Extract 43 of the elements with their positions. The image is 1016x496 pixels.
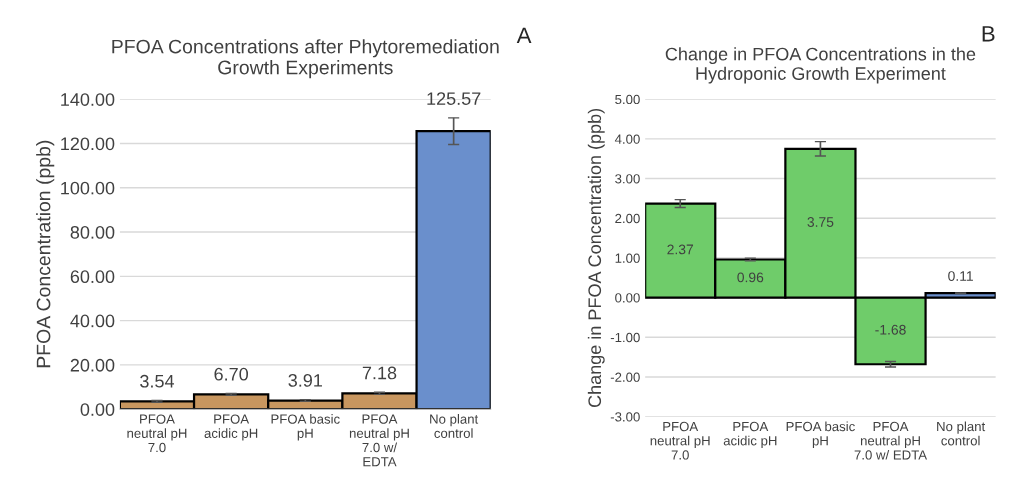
y-tick-label: 0.00: [80, 403, 115, 416]
y-tick-label: 2.00: [615, 213, 640, 224]
data-label: 3.75: [807, 217, 834, 227]
y-tick-label: 1.00: [615, 253, 640, 263]
data-label: 7.18: [362, 366, 397, 380]
y-axis-title: PFOA Concentration (ppb): [36, 140, 55, 368]
x-tick-label: No plant control: [937, 421, 986, 446]
x-tick-label: PFOA acidic pH: [723, 421, 777, 449]
chart-title: Change in PFOA Concentrations in the Hydroponic Growth Experiment: [665, 47, 976, 84]
x-tick-label: PFOA basic pH: [271, 414, 340, 441]
data-label: 6.70: [214, 367, 249, 381]
x-tick-label: PFOA neutral pH 7.0 w/ EDTA: [854, 421, 928, 460]
x-tick-label: PFOA neutral pH 7.0: [127, 414, 187, 453]
y-tick-label: -1.00: [610, 332, 640, 343]
y-tick-label: -3.00: [610, 412, 640, 422]
data-label: 3.54: [140, 374, 175, 388]
chart-title: PFOA Concentrations after Phytoremediation Growth Experiments: [112, 39, 499, 79]
y-tick-label: 3.00: [615, 174, 640, 184]
y-tick-label: 100.00: [61, 181, 115, 195]
data-label: 0.96: [737, 272, 764, 283]
y-tick-label: 120.00: [61, 137, 115, 151]
y-tick-label: -2.00: [610, 372, 640, 382]
x-tick-label: PFOA acidic pH: [204, 414, 258, 441]
text: A: [516, 27, 532, 43]
data-label: 3.91: [288, 374, 322, 387]
y-tick-label: 80.00: [70, 225, 115, 239]
data-label: 2.37: [667, 244, 694, 255]
x-tick-label: PFOA neutral pH 7.0 w/ EDTA: [349, 414, 409, 467]
y-axis-title: Change in PFOA Concentration (ppb): [587, 108, 605, 408]
x-tick-label: No plant control: [430, 414, 479, 438]
y-tick-label: 0.00: [615, 293, 640, 303]
data-label: 125.57: [427, 92, 481, 105]
y-tick-label: 60.00: [70, 270, 115, 284]
y-tick-label: 40.00: [70, 314, 115, 328]
data-label: 0.11: [948, 271, 973, 281]
x-tick-label: PFOA neutral pH 7.0: [650, 421, 710, 460]
text: B: [982, 26, 995, 42]
y-tick-label: 140.00: [61, 93, 115, 106]
y-tick-label: 20.00: [70, 358, 115, 372]
y-tick-label: 5.00: [615, 94, 640, 105]
x-tick-label: PFOA basic pH: [786, 421, 855, 449]
y-tick-label: 4.00: [614, 134, 640, 144]
data-label: -1.68: [875, 324, 906, 335]
